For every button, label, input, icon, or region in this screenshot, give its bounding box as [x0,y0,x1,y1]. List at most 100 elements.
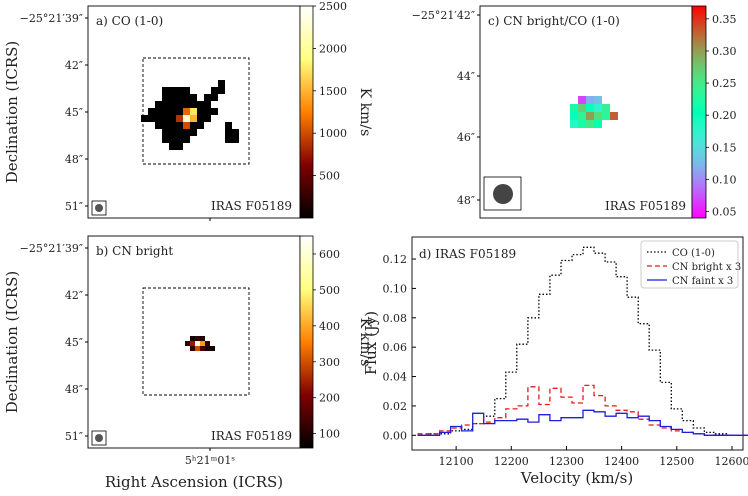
panel-c-beam [493,184,513,204]
panel-b-ylabel: Declination (ICRS) [3,271,21,413]
co-pixel [169,129,176,136]
co-pixel [232,136,239,143]
co-pixel [169,122,176,129]
panel-a-ylabel: Declination (ICRS) [3,41,21,183]
co-pixel [218,87,225,94]
panel-a-beam [95,204,103,212]
panel-b-ytick-label: −25°21′39″ [20,242,83,255]
panel-a-ytick-label: 48″ [65,153,83,166]
colorbar-tick-label: 300 [319,356,340,369]
co-pixel [183,101,190,108]
legend-box [640,240,739,289]
panel-d-xtick-label: 12400 [604,455,639,468]
co-pixel [176,136,183,143]
panel-b-zoom-box [142,287,250,396]
legend-entry: CO (1-0) [672,248,715,259]
co-pixel [162,108,169,115]
co-pixel [155,115,162,122]
colorbar-tick-label: 0.25 [712,77,737,90]
cn-pixel [195,341,200,346]
co-pixel [155,108,162,115]
co-pixel [211,94,218,101]
cn-pixel [190,341,195,346]
co-pixel [190,122,197,129]
co-pixel [169,94,176,101]
co-pixel [190,94,197,101]
colorbar-tick-label: 0.30 [712,45,737,58]
co-pixel [176,129,183,136]
colorbar-tick-label: 2500 [319,0,347,13]
ratio-pixel [586,96,594,104]
co-pixel [162,94,169,101]
co-pixel [169,136,176,143]
panel-a-ytick-label: 45″ [65,106,83,119]
co-pixel [176,101,183,108]
co-pixel [183,136,190,143]
panel-b-ytick-label: 51″ [65,430,83,443]
co-emission [141,80,239,150]
co-pixel [204,101,211,108]
ratio-pixel [578,104,586,112]
co-pixel [197,115,204,122]
ratio-pixel [578,120,586,128]
colorbar-tick-label: 0.35 [712,13,737,26]
co-pixel [176,143,183,150]
colorbar-tick-label: 500 [319,284,340,297]
co-pixel [190,101,197,108]
panel-a-zoom-box [142,57,250,165]
co-pixel [141,115,148,122]
panel-d-ytick-label: 0.08 [383,312,408,325]
cn-pixel [210,346,215,351]
ratio-pixel [586,104,594,112]
panel-c-ytick-label: 46″ [457,131,475,144]
colorbar-tick-label: 500 [319,170,340,183]
panel-d-ytick-label: 0.12 [383,253,408,266]
co-pixel [218,80,225,87]
colorbar-label: K km/s [357,88,373,137]
panel-b-beam-box [91,430,107,446]
co-pixel [225,136,232,143]
panel-d-ytick-label: 0.10 [383,282,408,295]
colorbar-tick-label: 0.05 [712,206,737,219]
ratio-pixel [570,112,578,120]
co-pixel [169,87,176,94]
co-pixel [176,94,183,101]
co-pixel [169,115,176,122]
panel-c-ytick-label: −25°21′42″ [412,9,475,22]
panel-d-xtick-label: 12200 [494,455,529,468]
co-pixel [197,108,204,115]
co-core-pixel [176,115,183,122]
co-pixel [176,122,183,129]
cn-pixel [185,341,190,346]
co-pixel [204,108,211,115]
ratio-pixel [578,112,586,120]
ratio-pixel [594,112,602,120]
cn-pixel [205,346,210,351]
co-pixel [162,136,169,143]
colorbar-tick-label: 0.20 [712,109,737,122]
panel-c-beam-box [483,176,522,211]
co-core-pixel [183,108,190,115]
panel-a-ytick-label: 51″ [65,200,83,213]
panel-b-ytick-label: 48″ [65,383,83,396]
co-pixel [197,122,204,129]
panel-c-label: c) CN bright/CO (1-0) [488,14,620,28]
colorbar [299,5,314,219]
panel-c-source: IRAS F05189 [605,199,686,213]
panel-d-label: d) IRAS F05189 [419,247,516,261]
panel-d-ytick-label: 0.04 [383,371,408,384]
co-pixel [169,101,176,108]
panel-d-ylabel: Flux (Jy) [362,311,380,375]
co-core-pixel [190,108,197,115]
panel-a-ytick-label: 42″ [65,59,83,72]
ratio-pixel [594,120,602,128]
panel-c-ytick-label: 44″ [457,70,475,83]
ratio-pixel [586,112,594,120]
colorbar-tick-label: 2000 [319,42,347,55]
panel-d-ytick-label: 0.00 [383,429,408,442]
panel-d-xtick-label: 12100 [439,455,474,468]
panel-a-beam-box [91,200,107,216]
co-pixel [225,122,232,129]
co-pixel [162,122,169,129]
